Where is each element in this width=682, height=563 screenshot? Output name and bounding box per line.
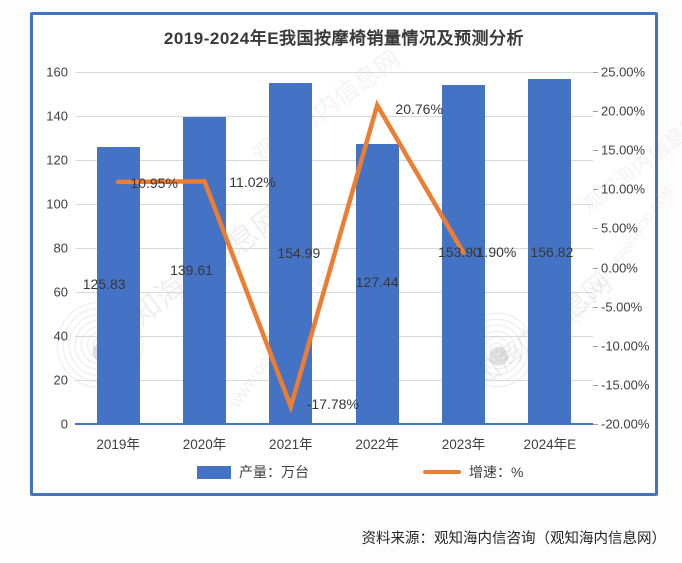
x-axis-label: 2020年 bbox=[182, 437, 227, 452]
y-axis-left-tick: 0 bbox=[60, 416, 68, 432]
y-axis-right-tickmark bbox=[593, 267, 598, 269]
bar-swatch-icon bbox=[197, 465, 231, 479]
gridline bbox=[75, 71, 593, 73]
y-axis-right-tick: -15.00% bbox=[601, 377, 650, 393]
y-axis-right-tickmark bbox=[593, 150, 598, 152]
chart-title: 2019-2024年E我国按摩椅销量情况及预测分析 bbox=[163, 29, 525, 48]
y-axis-right-tickmark bbox=[593, 424, 598, 425]
bar-value-label: 139.61 bbox=[170, 262, 213, 278]
y-axis-left-tick: 160 bbox=[46, 64, 68, 80]
line-swatch-icon bbox=[423, 470, 461, 474]
gridline bbox=[75, 159, 593, 161]
growth-value-label: 10.95% bbox=[130, 174, 178, 191]
x-axis-label: 2023年 bbox=[441, 437, 486, 452]
y-axis-right-tickmark bbox=[593, 306, 598, 308]
x-axis-label: 2019年 bbox=[96, 437, 140, 452]
y-axis-left-tick: 80 bbox=[53, 240, 68, 256]
growth-value-label: -17.78% bbox=[306, 395, 359, 412]
growth-value-label: 20.76% bbox=[395, 101, 443, 118]
y-axis-left-tick: 20 bbox=[53, 372, 68, 388]
y-axis-left-tick: 60 bbox=[53, 284, 68, 300]
gridline bbox=[75, 291, 593, 293]
y-axis-right-tickmark bbox=[593, 345, 598, 347]
y-axis-right-tickmark bbox=[593, 111, 598, 113]
legend-item-growth: 增速：% bbox=[423, 464, 523, 480]
y-axis-right-tickmark bbox=[593, 72, 598, 73]
bar-value-label: 154.99 bbox=[277, 245, 321, 261]
legend-item-production: 产量：万台 bbox=[197, 464, 309, 480]
y-axis-right-tick: -5.00% bbox=[601, 299, 643, 315]
bar-value-label: 125.83 bbox=[82, 276, 126, 292]
y-axis-right-tick: 15.00% bbox=[601, 142, 646, 158]
bar-value-label: 127.44 bbox=[355, 274, 399, 290]
x-axis-label: 2024年E bbox=[523, 437, 577, 452]
y-axis-right-tickmark bbox=[593, 189, 598, 191]
gridline bbox=[75, 335, 593, 337]
gridline bbox=[75, 115, 593, 117]
y-axis-right-tickmark bbox=[593, 228, 598, 230]
y-axis-right-tick: -10.00% bbox=[601, 338, 650, 354]
growth-value-label: 1.90% bbox=[476, 243, 517, 260]
y-axis-right-tick: 25.00% bbox=[601, 64, 646, 80]
bar-value-label: 156.82 bbox=[530, 244, 574, 260]
y-axis-right-tick: 0.00% bbox=[601, 260, 638, 276]
source-note: 资料来源：观知海内信咨询（观知海内信息网） bbox=[361, 531, 667, 547]
y-axis-right-tick: 5.00% bbox=[601, 220, 638, 236]
bar-2024年E bbox=[528, 78, 572, 424]
y-axis-left-tick: 100 bbox=[46, 196, 68, 212]
x-axis-label: 2022年 bbox=[355, 437, 399, 452]
y-axis-left-tick: 40 bbox=[53, 328, 68, 344]
y-axis-left-tick: 140 bbox=[46, 108, 68, 124]
y-axis-left-tick: 120 bbox=[46, 152, 68, 168]
gridline bbox=[75, 379, 593, 381]
y-axis-right-tickmark bbox=[593, 384, 598, 386]
legend-label-growth: 增速：% bbox=[469, 464, 524, 480]
x-axis-label: 2021年 bbox=[269, 437, 313, 452]
gridline bbox=[75, 203, 593, 205]
growth-value-label: 11.02% bbox=[229, 174, 276, 191]
bar-value-label: 153.90 bbox=[438, 244, 481, 260]
y-axis-right-tick: -20.00% bbox=[601, 416, 650, 432]
x-axis-line bbox=[75, 423, 593, 425]
y-axis-right-tick: 10.00% bbox=[601, 181, 646, 197]
y-axis-right-tick: 20.00% bbox=[601, 103, 646, 119]
legend-label-production: 产量：万台 bbox=[239, 464, 309, 480]
